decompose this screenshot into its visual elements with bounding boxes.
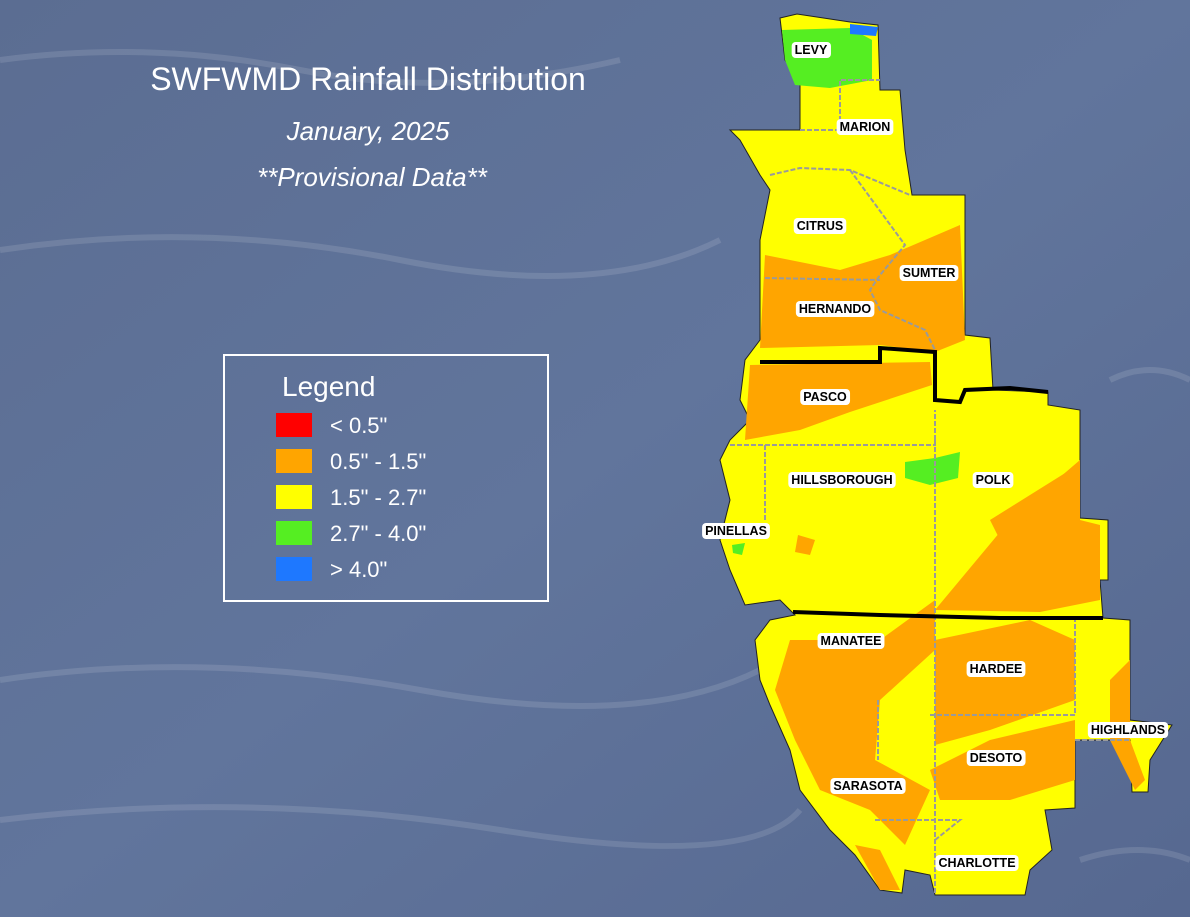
county-label: LEVY: [791, 42, 831, 58]
county-name: POLK: [976, 473, 1011, 487]
county-name: PASCO: [803, 390, 847, 404]
legend-title: Legend: [282, 371, 375, 402]
rainfall-map: LEVY MARION CITRUS SUMTER HERNANDO PASCO HILLS…: [702, 13, 1173, 896]
legend-label: 0.5" - 1.5": [330, 449, 426, 474]
county-label: HERNANDO: [795, 301, 875, 317]
county-label-bg: [966, 661, 1026, 677]
county-label-bg: [793, 218, 847, 234]
map-subtitle: January, 2025: [286, 116, 450, 146]
blue-zone: [850, 24, 878, 36]
county-name: HIGHLANDS: [1091, 723, 1165, 737]
county-label: MANATEE: [817, 633, 885, 649]
legend-box: [223, 354, 549, 602]
county-label-bg: [972, 472, 1014, 488]
county-name: CHARLOTTE: [938, 856, 1015, 870]
legend-label: 2.7" - 4.0": [330, 521, 426, 546]
county-label-bg: [935, 855, 1019, 871]
county-label-bg: [1087, 722, 1169, 738]
county-label: CHARLOTTE: [935, 855, 1019, 871]
county-name: SUMTER: [903, 266, 956, 280]
county-name: MANATEE: [821, 634, 882, 648]
county-label-bg: [899, 265, 959, 281]
county-label: PINELLAS: [702, 523, 770, 539]
water-texture: [0, 49, 1190, 863]
county-label: CITRUS: [793, 218, 847, 234]
county-name: DESOTO: [970, 751, 1023, 765]
county-label-bg: [800, 389, 851, 405]
county-label: PASCO: [800, 389, 851, 405]
map-title: SWFWMD Rainfall Distribution: [150, 61, 586, 97]
county-label-bg: [836, 119, 894, 135]
county-label: DESOTO: [966, 750, 1026, 766]
county-label: HARDEE: [966, 661, 1026, 677]
county-name: PINELLAS: [705, 524, 767, 538]
legend-label: < 0.5": [330, 413, 387, 438]
legend-swatch: [276, 449, 312, 473]
county-name: HERNANDO: [799, 302, 872, 316]
legend-swatch: [276, 521, 312, 545]
map-note: **Provisional Data**: [257, 162, 488, 192]
county-name: HARDEE: [970, 662, 1023, 676]
county-label-bg: [817, 633, 885, 649]
county-label: HILLSBOROUGH: [788, 472, 896, 488]
legend-label: > 4.0": [330, 557, 387, 582]
legend-swatch: [276, 485, 312, 509]
county-label: HIGHLANDS: [1087, 722, 1169, 738]
county-label-bg: [702, 523, 770, 539]
county-label-bg: [830, 778, 906, 794]
county-name: CITRUS: [797, 219, 844, 233]
county-name: LEVY: [795, 43, 828, 57]
county-lines: [730, 79, 1130, 895]
county-name: HILLSBOROUGH: [791, 473, 892, 487]
legend: Legend < 0.5" 0.5" - 1.5" 1.5" - 2.7" 2.7" …: [223, 354, 549, 602]
legend-items: < 0.5" 0.5" - 1.5" 1.5" - 2.7" 2.7" - 4.0" >…: [276, 413, 426, 582]
legend-swatch: [276, 557, 312, 581]
county-label: POLK: [972, 472, 1014, 488]
legend-swatch: [276, 413, 312, 437]
county-label-bg: [791, 42, 831, 58]
county-label: SARASOTA: [830, 778, 906, 794]
county-label: SUMTER: [899, 265, 959, 281]
county-label-bg: [788, 472, 896, 488]
region-lines: [760, 345, 1103, 620]
county-label-bg: [795, 301, 875, 317]
county-label-bg: [966, 750, 1026, 766]
county-name: SARASOTA: [833, 779, 902, 793]
legend-label: 1.5" - 2.7": [330, 485, 426, 510]
county-labels: LEVY MARION CITRUS SUMTER HERNANDO PASCO HILLS…: [702, 42, 1169, 871]
county-name: MARION: [840, 120, 891, 134]
county-label: MARION: [836, 119, 894, 135]
